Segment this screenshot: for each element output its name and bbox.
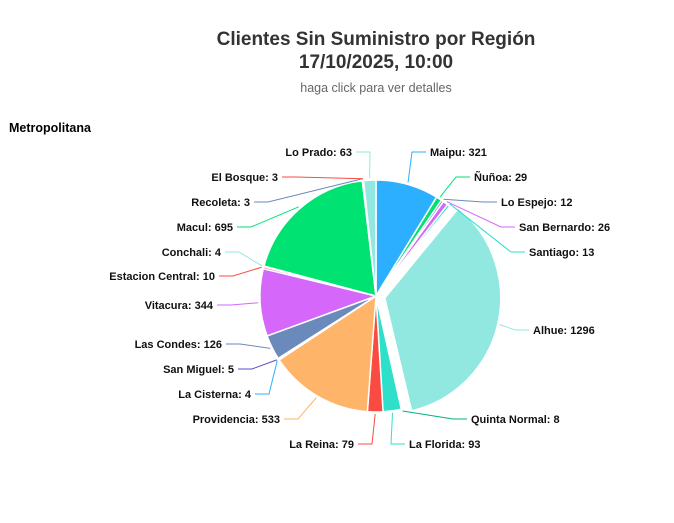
chart-title-line2: 17/10/2025, 10:00 bbox=[298, 52, 454, 73]
pie-slice-lo-prado[interactable] bbox=[362, 179, 377, 297]
pie-slice-alhue[interactable] bbox=[383, 207, 502, 412]
connector-quinta-normal bbox=[402, 410, 467, 420]
connector-providencia bbox=[284, 397, 317, 420]
data-label-las-condes: Las Condes: 126 bbox=[135, 339, 222, 351]
data-label-vitacura: Vitacura: 344 bbox=[145, 300, 214, 312]
data-label-la-reina: La Reina: 79 bbox=[289, 439, 354, 451]
connector-lo-prado bbox=[356, 151, 371, 179]
data-label-providencia: Providencia: 533 bbox=[193, 414, 280, 426]
data-label-maipu: Maipu: 321 bbox=[430, 147, 487, 159]
data-label-estacion-central: Estacion Central: 10 bbox=[109, 271, 215, 283]
data-label-alhue: Alhue: 1296 bbox=[533, 325, 595, 337]
connector-vitacura bbox=[217, 302, 259, 306]
connector-la-cisterna bbox=[255, 360, 278, 395]
connector-maipu bbox=[407, 151, 426, 183]
connector-conchali bbox=[225, 251, 263, 267]
connector-san-bernardo bbox=[446, 201, 515, 228]
connector-alhue bbox=[499, 324, 529, 331]
connector-estacion-central bbox=[219, 266, 262, 277]
data-label-la-florida: La Florida: 93 bbox=[409, 439, 481, 451]
pie-slice-macul[interactable] bbox=[263, 179, 377, 298]
data-label-lo-prado: Lo Prado: 63 bbox=[285, 147, 352, 159]
connector-las-condes bbox=[226, 343, 271, 349]
data-label-santiago: Santiago: 13 bbox=[529, 247, 594, 259]
pie-slice-providencia[interactable] bbox=[278, 294, 377, 413]
connector-el-bosque bbox=[282, 176, 363, 180]
connector-nunoa bbox=[439, 176, 470, 198]
data-label-conchali: Conchali: 4 bbox=[162, 247, 222, 259]
connector-la-florida bbox=[390, 412, 405, 445]
connector-lo-espejo bbox=[443, 198, 497, 203]
data-label-san-bernardo: San Bernardo: 26 bbox=[519, 222, 610, 234]
data-label-la-cisterna: La Cisterna: 4 bbox=[178, 389, 252, 401]
data-label-el-bosque: El Bosque: 3 bbox=[211, 172, 278, 184]
data-label-macul: Macul: 695 bbox=[177, 222, 233, 234]
connector-recoleta bbox=[254, 178, 363, 203]
connector-santiago bbox=[449, 203, 525, 253]
region-label: Metropolitana bbox=[9, 121, 91, 135]
data-label-lo-espejo: Lo Espejo: 12 bbox=[501, 197, 573, 209]
connector-san-miguel bbox=[238, 359, 277, 370]
data-label-quinta-normal: Quinta Normal: 8 bbox=[471, 414, 560, 426]
pie-slice-santiago[interactable] bbox=[375, 203, 451, 297]
data-label-nunoa: Ñuñoa: 29 bbox=[474, 171, 527, 184]
chart-title-line1: Clientes Sin Suministro por Región bbox=[216, 29, 536, 50]
chart-subtitle-details-link[interactable]: haga click para ver detalles bbox=[300, 81, 452, 95]
data-label-san-miguel: San Miguel: 5 bbox=[163, 364, 234, 376]
connector-la-reina bbox=[358, 413, 376, 445]
data-label-recoleta: Recoleta: 3 bbox=[191, 197, 250, 209]
chart-title: Clientes Sin Suministro por Región 17/10… bbox=[0, 28, 674, 74]
connector-macul bbox=[237, 206, 299, 228]
